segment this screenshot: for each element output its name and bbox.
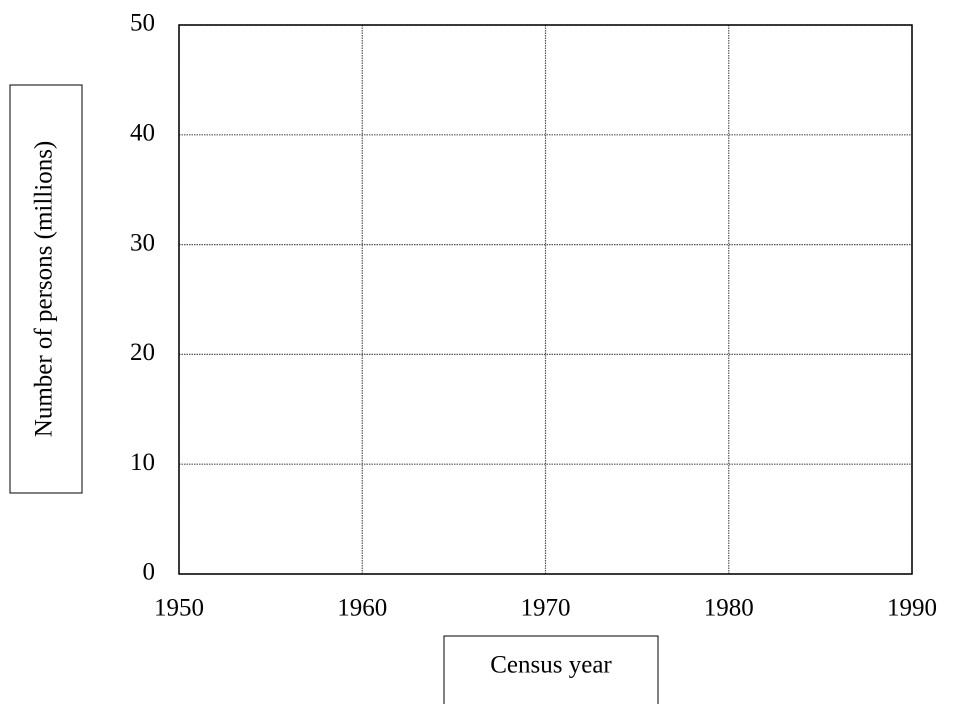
- x-tick-label: 1950: [154, 595, 204, 622]
- y-tick-label: 40: [130, 120, 155, 147]
- y-tick-label: 30: [130, 229, 155, 256]
- x-axis-label: Census year: [490, 652, 612, 679]
- y-tick-label: 10: [130, 449, 155, 476]
- y-axis-label: Number of persons (millions): [31, 141, 58, 437]
- y-tick-label: 0: [143, 559, 156, 586]
- y-tick-label: 20: [130, 339, 155, 366]
- y-tick-label: 50: [130, 10, 155, 37]
- x-label-box: [443, 635, 659, 704]
- plot-border: [178, 24, 913, 575]
- x-tick-label: 1990: [887, 595, 937, 622]
- x-tick-label: 1970: [521, 595, 571, 622]
- x-tick-label: 1960: [337, 595, 387, 622]
- y-label-box: [9, 84, 83, 494]
- x-tick-label: 1980: [704, 595, 754, 622]
